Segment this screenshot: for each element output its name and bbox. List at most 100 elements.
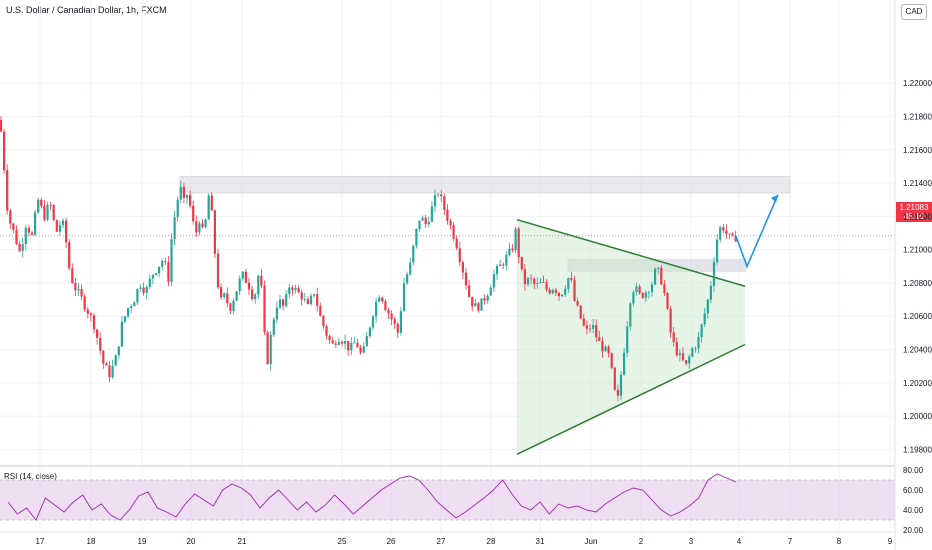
candle-body xyxy=(49,204,52,206)
candle-body xyxy=(282,299,285,306)
candle-body xyxy=(604,346,607,352)
candle-body xyxy=(582,318,585,326)
time-tick-label: 7 xyxy=(788,537,793,546)
candle-body xyxy=(275,307,278,320)
candle-body xyxy=(83,296,86,310)
projection-arrowhead xyxy=(771,194,778,203)
candle-body xyxy=(712,261,716,286)
candle-body xyxy=(663,284,666,293)
candle-body xyxy=(619,374,623,396)
candle-body xyxy=(96,329,99,339)
candle-body xyxy=(688,356,691,364)
candle-body xyxy=(415,228,418,246)
candle-body xyxy=(285,294,288,306)
candle-body xyxy=(399,311,402,333)
time-tick-label: 20 xyxy=(187,537,196,546)
currency-button[interactable]: CAD xyxy=(901,4,927,20)
candle-body xyxy=(213,210,216,254)
candle-body xyxy=(74,282,77,291)
price-tick-label: 1.21800 xyxy=(903,113,932,122)
candle-body xyxy=(278,299,282,308)
candle-body xyxy=(139,287,142,289)
candle-body xyxy=(390,313,393,320)
candle-body xyxy=(623,352,626,375)
candle-body xyxy=(421,217,424,221)
last-price-tag: 1.21083 45:10 xyxy=(896,202,932,222)
candle-body xyxy=(105,363,108,366)
candle-body xyxy=(657,267,660,269)
candle-body xyxy=(533,278,536,284)
candle-body xyxy=(548,289,551,294)
candle-body xyxy=(514,228,517,251)
candle-body xyxy=(564,288,567,295)
candle-body xyxy=(480,298,483,311)
triangle-upper-line xyxy=(516,218,746,287)
candle-body xyxy=(567,278,570,289)
candle-body xyxy=(170,239,173,282)
candle-body xyxy=(502,264,505,266)
candle-body xyxy=(539,281,542,284)
candle-body xyxy=(585,325,588,329)
candle-body xyxy=(353,342,356,344)
price-tick-label: 1.21600 xyxy=(903,146,932,155)
time-tick-label: 4 xyxy=(737,537,742,546)
candle-body xyxy=(192,205,195,222)
candle-body xyxy=(508,248,511,255)
chart-title: U.S. Dollar / Canadian Dollar, 1h, FXCM xyxy=(6,5,167,15)
candle-body xyxy=(263,285,266,333)
candle-body xyxy=(148,278,151,287)
candle-body xyxy=(92,315,96,330)
candle-body xyxy=(703,313,706,325)
candle-body xyxy=(530,278,533,279)
candle-body xyxy=(294,288,297,291)
candle-body xyxy=(610,353,613,368)
candle-body xyxy=(706,299,709,314)
candle-body xyxy=(173,217,176,240)
triangle-fill xyxy=(517,219,745,455)
candle-body xyxy=(598,337,601,341)
candle-body xyxy=(344,341,347,344)
candle-body xyxy=(409,262,412,275)
candle-body xyxy=(189,194,192,206)
candle-body xyxy=(588,328,592,330)
candle-body xyxy=(210,195,213,211)
candle-body xyxy=(731,233,734,236)
candle-body xyxy=(34,212,37,235)
candle-body xyxy=(167,262,170,282)
time-tick-label: 3 xyxy=(689,537,694,546)
rsi-line xyxy=(7,473,737,521)
candle-body xyxy=(27,227,30,233)
candle-body xyxy=(117,346,120,356)
candle-body xyxy=(319,306,322,316)
candle-body xyxy=(58,225,61,232)
candle-body xyxy=(443,196,446,210)
candle-body xyxy=(340,341,344,344)
candle-body xyxy=(52,205,55,220)
candle-body xyxy=(393,319,396,324)
candle-body xyxy=(666,292,669,309)
candle-body xyxy=(337,341,340,345)
candle-body xyxy=(238,278,241,292)
candle-body xyxy=(452,225,455,239)
candle-body xyxy=(402,283,406,312)
candle-body xyxy=(660,267,663,285)
candle-body xyxy=(654,268,657,285)
candle-body xyxy=(111,365,114,378)
candle-body xyxy=(303,299,306,300)
candle-body xyxy=(30,232,34,235)
price-tick-label: 1.20800 xyxy=(903,279,932,288)
candle-body xyxy=(3,131,6,171)
candle-body xyxy=(254,294,257,300)
candle-body xyxy=(15,229,18,244)
candle-body xyxy=(18,243,21,252)
time-axis[interactable]: 17 18 19 20 21 25 26 27 28 31 Jun 2 3 4 7 8 9 xyxy=(0,531,895,546)
candle-body xyxy=(130,306,133,308)
candle-body xyxy=(272,319,275,335)
candle-body xyxy=(114,355,117,366)
price-axis[interactable]: 1.220001.218001.216001.214001.212001.210… xyxy=(894,0,932,550)
candle-body xyxy=(359,347,362,353)
candle-body xyxy=(9,210,12,224)
time-tick-label: 31 xyxy=(536,537,545,546)
candle-body xyxy=(195,221,198,233)
